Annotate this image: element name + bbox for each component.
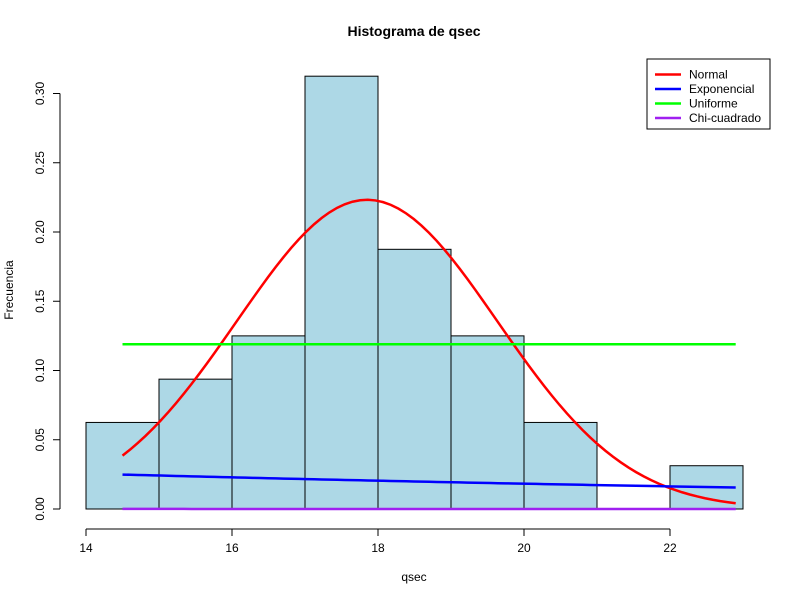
histogram-bar-2 <box>158 378 233 510</box>
x-tick-label: 16 <box>225 541 239 555</box>
y-tick-label: 0.15 <box>33 289 47 313</box>
legend-label-chi-cuadrado: Chi-cuadrado <box>689 111 761 125</box>
y-tick-label: 0.00 <box>33 497 47 521</box>
histogram-bar-6 <box>450 335 525 510</box>
histogram-bar-5 <box>377 248 452 510</box>
x-tick-label: 18 <box>371 541 385 555</box>
x-tick-label: 20 <box>517 541 531 555</box>
x-axis-label: qsec <box>401 570 426 584</box>
histogram-bar-1 <box>85 421 160 510</box>
curve-exponencial <box>122 473 736 489</box>
legend-label-exponencial: Exponencial <box>689 82 754 96</box>
y-tick-label: 0.30 <box>33 81 47 105</box>
x-tick-label: 14 <box>79 541 93 555</box>
y-tick-label: 0.25 <box>33 151 47 175</box>
histogram-bar-4 <box>304 75 379 510</box>
y-axis-label: Frecuencia <box>2 260 16 320</box>
y-tick-label: 0.05 <box>33 428 47 452</box>
y-tick-label: 0.20 <box>33 220 47 244</box>
chart-title: Histograma de qsec <box>347 23 480 39</box>
y-axis: 0.00 0.05 0.10 0.15 0.20 0.25 0.30 <box>33 81 61 521</box>
x-tick-label: 22 <box>663 541 677 555</box>
histogram-bar-3 <box>231 335 306 510</box>
legend-label-uniforme: Uniforme <box>689 97 738 111</box>
x-axis: 14 16 18 20 22 <box>79 528 677 555</box>
legend-label-normal: Normal <box>689 68 728 82</box>
y-tick-label: 0.10 <box>33 358 47 382</box>
curve-normal <box>121 198 736 505</box>
histogram-bar-7 <box>523 421 598 510</box>
